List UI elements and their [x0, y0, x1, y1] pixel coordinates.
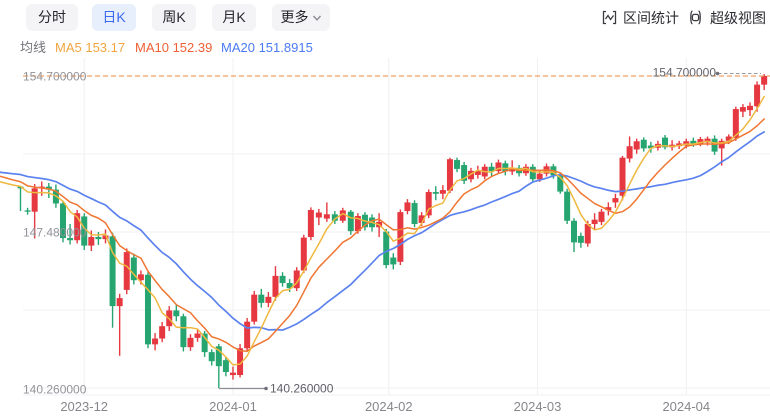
- svg-text:154.700000: 154.700000: [653, 66, 717, 80]
- svg-text:2023-12: 2023-12: [60, 399, 108, 414]
- svg-text:154.700000: 154.700000: [23, 69, 87, 83]
- svg-text:140.260000: 140.260000: [270, 382, 334, 396]
- svg-text:2024-03: 2024-03: [514, 399, 562, 414]
- svg-text:2024-04: 2024-04: [662, 399, 710, 414]
- svg-text:2024-02: 2024-02: [365, 399, 413, 414]
- svg-text:140.260000: 140.260000: [23, 382, 87, 396]
- svg-text:147.480000: 147.480000: [23, 225, 87, 239]
- svg-text:2024-01: 2024-01: [209, 399, 257, 414]
